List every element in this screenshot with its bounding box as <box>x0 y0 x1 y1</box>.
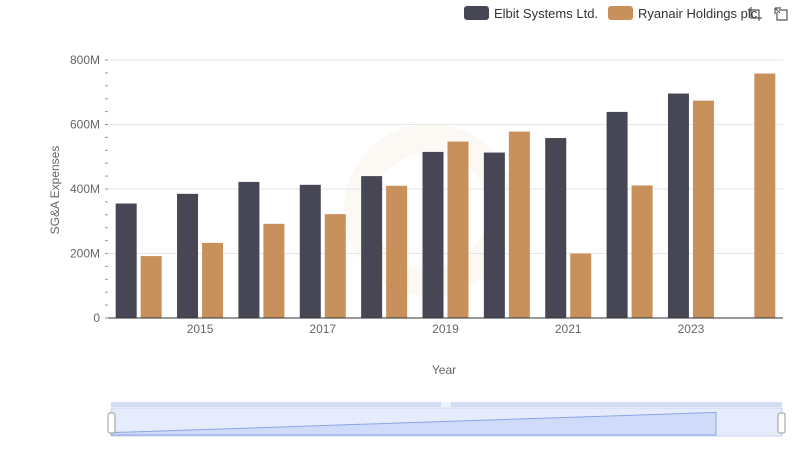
legend-label-elbit: Elbit Systems Ltd. <box>494 5 599 21</box>
bar-ryanair-2017[interactable] <box>324 214 346 318</box>
bar-ryanair-2021[interactable] <box>570 253 592 319</box>
crop-select-icon[interactable] <box>747 6 763 22</box>
reset-zoom-icon[interactable] <box>773 6 789 22</box>
x-axis-title: Year <box>432 363 456 377</box>
y-tick-label: 600M <box>70 118 100 132</box>
bar-elbit-2016[interactable] <box>238 181 260 318</box>
navigator-handle-left[interactable] <box>107 412 116 434</box>
bar-ryanair-2019[interactable] <box>447 141 469 318</box>
x-tick-label: 2019 <box>432 322 459 336</box>
bar-ryanair-2020[interactable] <box>508 131 530 318</box>
navigator-area <box>110 411 717 436</box>
bar-elbit-2014[interactable] <box>115 203 137 318</box>
y-minor-ticks <box>105 59 108 319</box>
bar-elbit-2015[interactable] <box>177 193 199 318</box>
legend-item-elbit[interactable]: Elbit Systems Ltd. <box>464 6 598 21</box>
bars <box>115 73 776 319</box>
legend-swatch-elbit <box>464 6 489 20</box>
bar-elbit-2022[interactable] <box>606 111 628 318</box>
navigator-scroll-grip[interactable] <box>441 402 451 407</box>
y-tick-label: 200M <box>70 247 100 261</box>
bar-elbit-2020[interactable] <box>483 152 505 318</box>
legend-swatch-ryanair <box>608 6 634 20</box>
x-axis-labels: 2015 2017 2019 2021 2023 <box>187 322 705 336</box>
y-axis-title: SG&A Expenses <box>48 146 62 235</box>
bar-elbit-2019[interactable] <box>422 151 444 318</box>
bar-ryanair-2023[interactable] <box>692 100 714 318</box>
x-tick-label: 2021 <box>555 322 582 336</box>
chart-legend: Elbit Systems Ltd. Ryanair Holdings plc <box>464 4 767 22</box>
y-axis-labels: 0 200M 400M 600M 800M <box>70 53 100 325</box>
range-navigator <box>107 402 786 437</box>
y-tick-label: 0 <box>93 311 100 325</box>
x-tick-label: 2017 <box>309 322 336 336</box>
bar-ryanair-2022[interactable] <box>631 185 653 318</box>
legend-item-ryanair[interactable]: Ryanair Holdings plc <box>608 6 757 21</box>
bar-elbit-2023[interactable] <box>667 93 689 318</box>
bar-elbit-2018[interactable] <box>361 176 383 318</box>
bar-ryanair-2024[interactable] <box>754 73 776 318</box>
bar-ryanair-2014[interactable] <box>140 256 162 318</box>
bar-ryanair-2015[interactable] <box>202 242 224 318</box>
y-tick-label: 400M <box>70 182 100 196</box>
bar-ryanair-2016[interactable] <box>263 223 285 318</box>
bar-ryanair-2018[interactable] <box>386 185 408 318</box>
x-tick-label: 2015 <box>187 322 214 336</box>
y-tick-label: 800M <box>70 53 100 67</box>
legend-label-ryanair: Ryanair Holdings plc <box>638 5 758 21</box>
bar-elbit-2021[interactable] <box>545 138 567 318</box>
x-tick-label: 2023 <box>678 322 705 336</box>
navigator-handle-right[interactable] <box>777 412 786 434</box>
bar-elbit-2017[interactable] <box>299 184 321 318</box>
